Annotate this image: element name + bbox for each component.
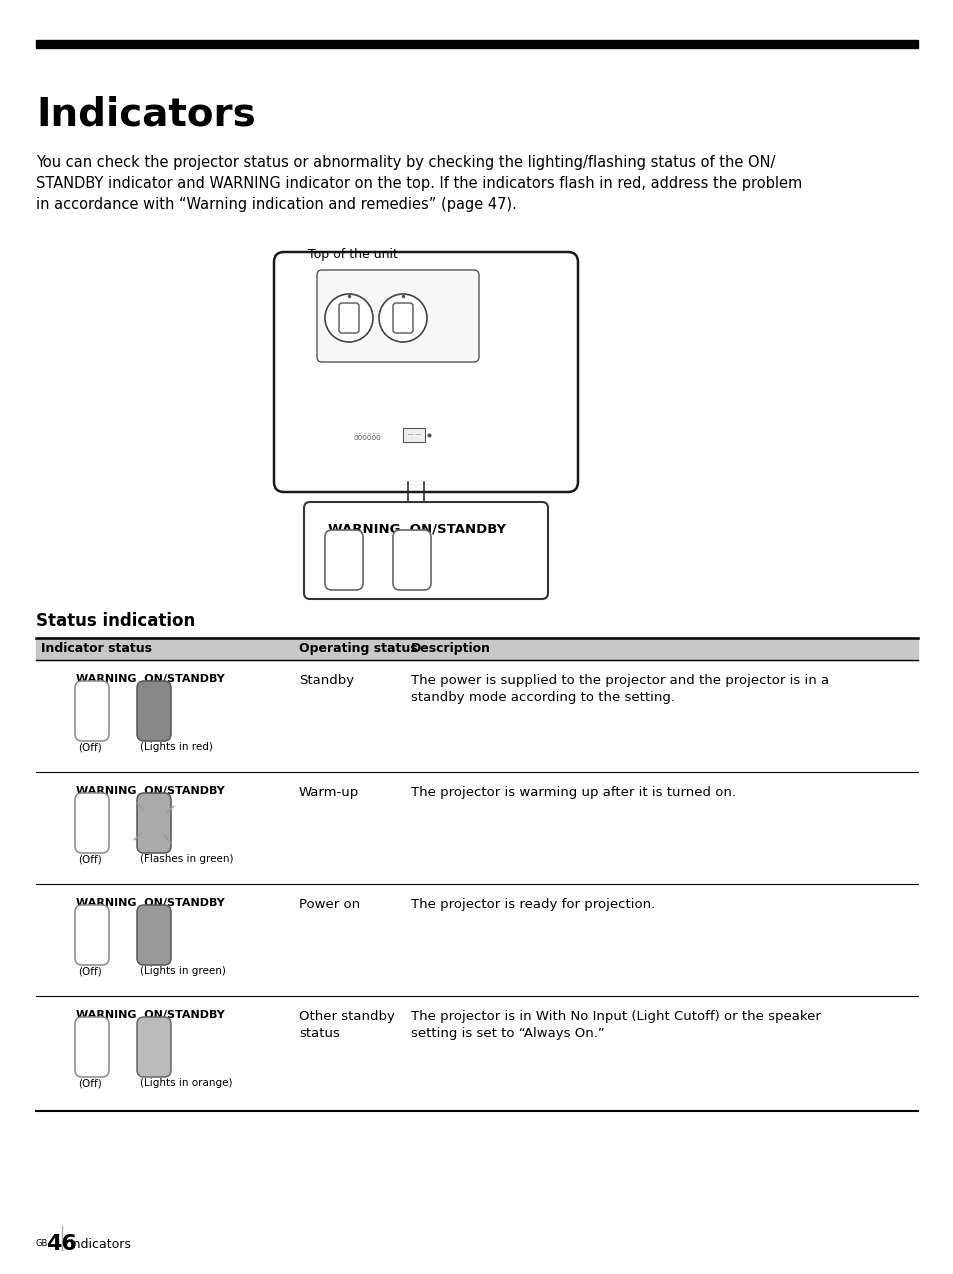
FancyBboxPatch shape <box>137 905 171 964</box>
Text: Top of the unit: Top of the unit <box>308 248 397 261</box>
FancyBboxPatch shape <box>137 682 171 741</box>
Text: 46: 46 <box>46 1235 77 1254</box>
FancyBboxPatch shape <box>75 905 109 964</box>
FancyBboxPatch shape <box>393 303 413 333</box>
Text: Operating status: Operating status <box>298 642 417 655</box>
Text: You can check the projector status or abnormality by checking the lighting/flash: You can check the projector status or ab… <box>36 155 801 211</box>
Text: (Off): (Off) <box>78 854 102 864</box>
Text: Description: Description <box>411 642 491 655</box>
FancyBboxPatch shape <box>137 1017 171 1077</box>
Text: (Lights in orange): (Lights in orange) <box>140 1078 233 1088</box>
FancyBboxPatch shape <box>316 270 478 362</box>
Text: WARNING  ON/STANDBY: WARNING ON/STANDBY <box>328 522 506 535</box>
Text: WARNING  ON/STANDBY: WARNING ON/STANDBY <box>76 786 225 796</box>
Text: (Flashes in green): (Flashes in green) <box>140 854 233 864</box>
Text: Indicators: Indicators <box>70 1237 132 1251</box>
FancyBboxPatch shape <box>325 530 363 590</box>
FancyBboxPatch shape <box>304 502 547 599</box>
Bar <box>402 428 424 442</box>
FancyBboxPatch shape <box>75 792 109 854</box>
Text: Standby: Standby <box>298 674 354 687</box>
Text: The projector is warming up after it is turned on.: The projector is warming up after it is … <box>411 786 735 799</box>
Circle shape <box>325 294 373 341</box>
Text: Indicator status: Indicator status <box>41 642 152 655</box>
Text: WARNING  ON/STANDBY: WARNING ON/STANDBY <box>76 1010 225 1020</box>
Text: (Off): (Off) <box>78 966 102 976</box>
FancyBboxPatch shape <box>393 530 431 590</box>
Text: The projector is in With No Input (Light Cutoff) or the speaker
setting is set t: The projector is in With No Input (Light… <box>411 1010 820 1040</box>
Bar <box>36 638 917 660</box>
Text: Indicators: Indicators <box>36 96 255 132</box>
Text: Other standby
status: Other standby status <box>298 1010 395 1040</box>
Text: The projector is ready for projection.: The projector is ready for projection. <box>411 898 655 911</box>
FancyBboxPatch shape <box>137 792 171 854</box>
FancyBboxPatch shape <box>75 1017 109 1077</box>
Text: (Lights in red): (Lights in red) <box>140 741 213 752</box>
Text: Warm-up: Warm-up <box>298 786 359 799</box>
Text: ― ―: ― ― <box>407 432 420 437</box>
Text: GB: GB <box>36 1240 49 1249</box>
FancyBboxPatch shape <box>338 303 358 333</box>
Text: (Off): (Off) <box>78 741 102 752</box>
Text: The power is supplied to the projector and the projector is in a
standby mode ac: The power is supplied to the projector a… <box>411 674 828 705</box>
Text: öööööö·: öööööö· <box>354 432 384 442</box>
Text: WARNING  ON/STANDBY: WARNING ON/STANDBY <box>76 898 225 908</box>
FancyBboxPatch shape <box>75 682 109 741</box>
FancyBboxPatch shape <box>274 252 578 492</box>
Text: (Off): (Off) <box>78 1078 102 1088</box>
Text: WARNING  ON/STANDBY: WARNING ON/STANDBY <box>76 674 225 684</box>
Text: (Lights in green): (Lights in green) <box>140 966 226 976</box>
Bar <box>36 39 917 48</box>
Circle shape <box>378 294 427 341</box>
Text: Status indication: Status indication <box>36 612 195 631</box>
Text: Power on: Power on <box>298 898 359 911</box>
